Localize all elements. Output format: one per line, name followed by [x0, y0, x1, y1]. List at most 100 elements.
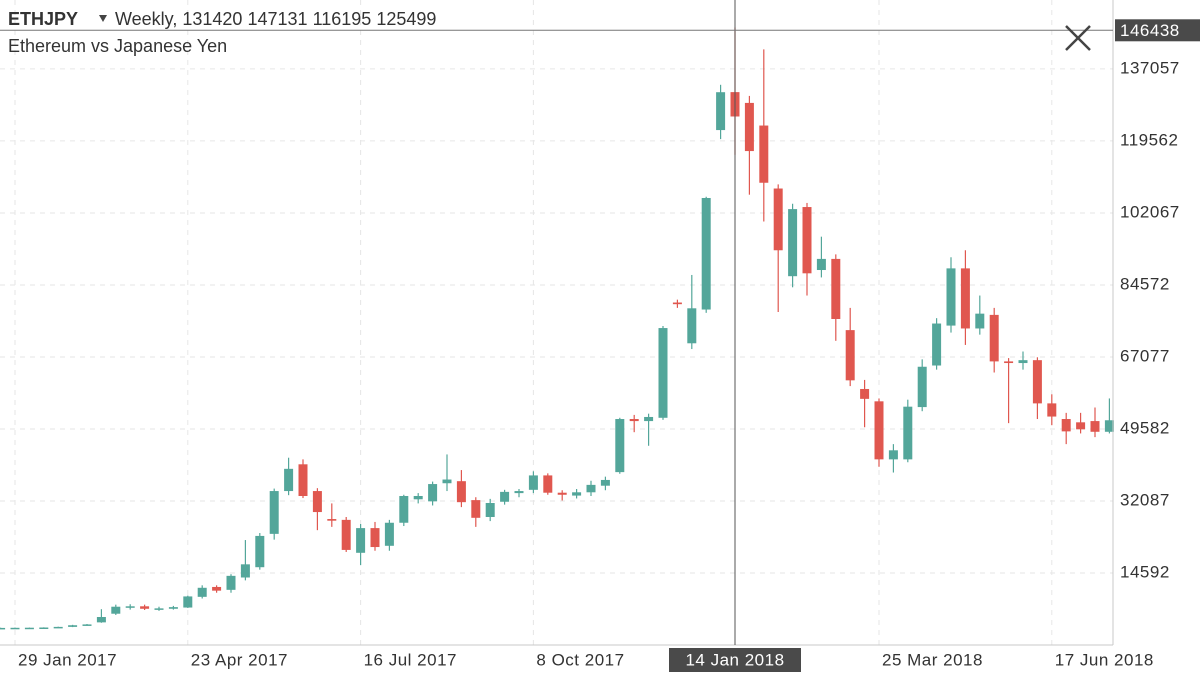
- candle-body: [888, 450, 898, 460]
- candle-body: [744, 102, 754, 152]
- close-value: 125499: [376, 9, 436, 29]
- x-tick-label: 8 Oct 2017: [536, 650, 624, 669]
- crosshair-price-box: [1115, 19, 1200, 42]
- candle-body: [975, 313, 985, 329]
- candle-body: [298, 464, 308, 496]
- candle-body: [384, 522, 394, 546]
- candle-body: [399, 495, 409, 523]
- candle-body: [485, 502, 495, 517]
- candle-body: [658, 328, 668, 418]
- candle-body: [183, 596, 193, 608]
- candle-body: [226, 575, 236, 590]
- candle-body: [140, 606, 150, 609]
- candle-body: [269, 491, 279, 534]
- candle-body: [39, 627, 49, 630]
- x-tick-label: 23 Apr 2017: [191, 650, 288, 669]
- candle-body: [96, 617, 106, 623]
- candle-body: [572, 492, 582, 496]
- y-tick-label: 32087: [1120, 490, 1170, 509]
- candle-body: [644, 416, 654, 422]
- y-tick-label: 84572: [1120, 274, 1170, 293]
- candle-body: [874, 401, 884, 460]
- ohlc-legend: Weekly, 131420 147131 116195 125499: [115, 9, 436, 29]
- candle-body: [154, 608, 164, 610]
- candle-body: [327, 519, 337, 521]
- candle-body: [600, 479, 610, 486]
- candle-body: [125, 606, 135, 608]
- candle-body: [960, 268, 970, 329]
- x-tick-label: 16 Jul 2017: [364, 650, 457, 669]
- x-tick-label: 29 Jan 2017: [18, 650, 117, 669]
- candle-body: [212, 586, 222, 591]
- candle-body: [773, 188, 783, 251]
- candle-body: [816, 258, 826, 271]
- candle-body: [759, 125, 769, 183]
- candle-body: [528, 475, 538, 490]
- candle-body: [946, 268, 956, 326]
- candle-body: [629, 419, 639, 422]
- x-tick-label: 25 Mar 2018: [882, 650, 983, 669]
- candle-body: [672, 302, 682, 305]
- y-tick-label: 67077: [1120, 346, 1170, 365]
- candle-body: [1076, 422, 1086, 430]
- candle-body: [831, 258, 841, 320]
- candle-body: [82, 624, 92, 626]
- candle-body: [111, 606, 121, 614]
- candle-body: [471, 500, 481, 518]
- grid: [0, 0, 1113, 645]
- candle-body: [701, 197, 711, 310]
- crosshair-price-label: 146438: [1120, 21, 1180, 40]
- candle-body: [68, 625, 78, 627]
- candle-body: [903, 406, 913, 460]
- candle-body: [456, 481, 466, 503]
- candle-body: [356, 528, 366, 553]
- candle-body: [53, 626, 63, 629]
- candle-body: [168, 607, 178, 609]
- candle-body: [932, 323, 942, 366]
- crosshair-date-box: [669, 648, 801, 672]
- y-tick-label: 119562: [1120, 130, 1178, 149]
- candle-body: [716, 92, 726, 131]
- interval: Weekly,: [115, 9, 177, 29]
- candle-body: [586, 484, 596, 493]
- dropdown-icon[interactable]: [99, 15, 107, 22]
- y-tick-label: 137057: [1120, 58, 1180, 77]
- candle-body: [845, 330, 855, 381]
- high-value: 147131: [247, 9, 307, 29]
- candle-body: [687, 308, 697, 344]
- low-value: 116195: [313, 9, 372, 29]
- y-tick-label: 49582: [1120, 418, 1170, 437]
- symbol[interactable]: ETHJPY: [8, 9, 78, 29]
- close-button[interactable]: [1065, 25, 1091, 51]
- candles: [0, 27, 1114, 630]
- candle-body: [240, 564, 250, 578]
- candle-body: [615, 419, 625, 473]
- candle-body: [1032, 360, 1042, 404]
- crosshair-date-label: 14 Jan 2018: [685, 650, 784, 669]
- candle-body: [802, 207, 812, 274]
- candle-body: [1061, 419, 1071, 432]
- candle-body: [10, 627, 20, 630]
- candle-body: [284, 468, 294, 492]
- open-value: 131420: [182, 9, 242, 29]
- x-tick-label: 17 Jun 2018: [1055, 650, 1154, 669]
- candle-body: [557, 492, 567, 495]
- candle-body: [1090, 421, 1100, 432]
- candle-body: [413, 495, 423, 500]
- candle-body: [370, 528, 380, 548]
- candle-body: [0, 627, 6, 630]
- candle-body: [788, 209, 798, 277]
- candle-body: [312, 491, 322, 513]
- candle-body: [514, 491, 524, 494]
- candle-body: [1047, 403, 1057, 417]
- candle-body: [860, 388, 870, 399]
- candle-body: [1004, 361, 1014, 364]
- candle-body: [1104, 420, 1114, 432]
- candle-body: [255, 535, 265, 568]
- candle-body: [500, 491, 510, 502]
- candle-body: [197, 587, 207, 597]
- candle-body: [24, 627, 34, 630]
